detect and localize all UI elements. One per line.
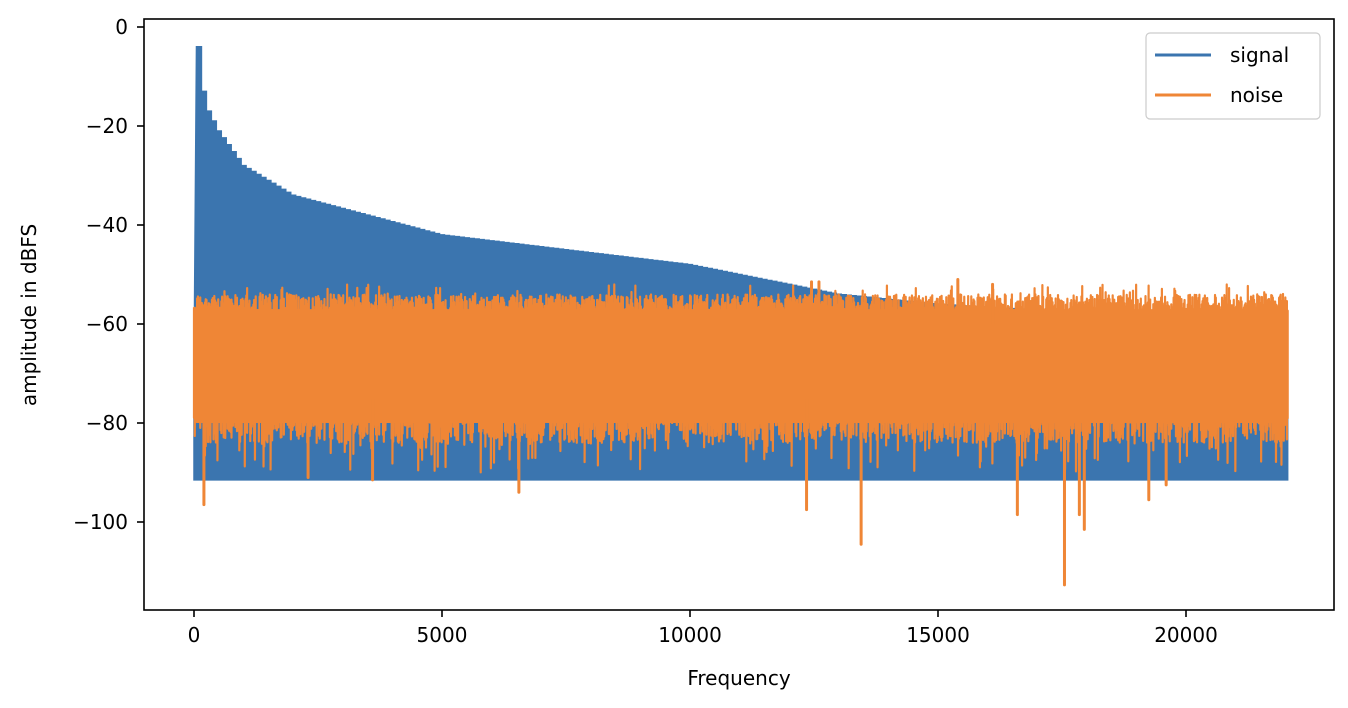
y-tick-label: −20 [86, 114, 128, 138]
x-tick-label: 20000 [1154, 623, 1218, 647]
y-tick-label: −60 [86, 312, 128, 336]
y-tick-label: 0 [115, 15, 128, 39]
x-tick-label: 5000 [417, 623, 468, 647]
legend-signal-label: signal [1230, 43, 1289, 67]
axes-frame [143, 18, 1335, 611]
x-tick-label: 0 [188, 623, 201, 647]
x-axis-label: Frequency [687, 666, 790, 690]
y-tick-label: −100 [73, 510, 128, 534]
x-tick-label: 10000 [658, 623, 722, 647]
y-tick-label: −40 [86, 213, 128, 237]
legend-noise-label: noise [1230, 83, 1283, 107]
legend: signal noise [1145, 32, 1321, 120]
noise-series [192, 277, 1289, 587]
y-tick-label: −80 [86, 411, 128, 435]
x-tick-label: 15000 [906, 623, 970, 647]
y-axis-label: amplitude in dBFS [17, 224, 41, 406]
x-axis-ticks: 0 5000 10000 15000 20000 [188, 610, 1218, 647]
plot-area [192, 46, 1289, 587]
y-axis-ticks: 0 −20 −40 −60 −80 −100 [73, 15, 144, 534]
